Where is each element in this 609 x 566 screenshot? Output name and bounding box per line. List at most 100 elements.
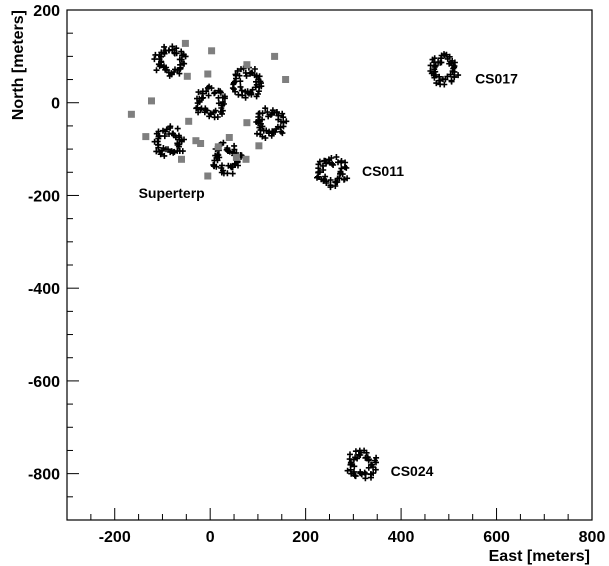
cross-point [214, 114, 221, 120]
cross-point [242, 94, 249, 101]
y-tick-label: -400 [28, 281, 60, 298]
square-point [204, 172, 212, 180]
cross-point [211, 90, 218, 97]
cross-point [262, 105, 269, 112]
cross-point [151, 56, 158, 63]
cross-point [279, 110, 286, 117]
cross-point [181, 60, 188, 67]
cross-point [352, 448, 359, 455]
cross-point [333, 154, 340, 160]
cross-point [354, 455, 361, 462]
cross-point [223, 146, 230, 153]
cross-point [455, 72, 462, 79]
square-point [127, 110, 135, 118]
cross-point [178, 48, 185, 55]
square-point [225, 134, 233, 141]
marks-layer [127, 39, 462, 482]
cross-point [444, 55, 451, 62]
cross-point [253, 81, 260, 88]
cross-point [352, 473, 359, 480]
cross-point [231, 142, 238, 149]
cross-point [237, 83, 244, 90]
square-point [204, 70, 212, 78]
cross-point [195, 109, 202, 116]
cross-point [158, 147, 165, 154]
cross-point [234, 67, 241, 74]
square-point [232, 153, 240, 161]
cross-point [322, 173, 329, 180]
cross-point [337, 170, 344, 177]
y-axis-title: North [meters] [10, 10, 27, 120]
square-point [197, 140, 205, 147]
cross-point [153, 67, 160, 74]
cross-point [265, 113, 272, 120]
square-point [243, 119, 251, 127]
cross-point [251, 66, 258, 72]
cross-point [211, 157, 218, 164]
cross-point [174, 140, 181, 147]
plot-frame [66, 9, 593, 521]
cross-point [451, 68, 458, 75]
y-tick-label: 0 [51, 96, 60, 113]
cross-point [249, 86, 256, 93]
cross-point [161, 43, 168, 50]
cross-point [447, 71, 454, 78]
cross-point [330, 162, 337, 168]
cross-point [242, 69, 249, 76]
cross-point [204, 84, 211, 91]
cross-point [344, 175, 351, 182]
y-tick-label: -200 [28, 188, 60, 205]
cross-point [224, 170, 231, 177]
square-point [183, 72, 191, 80]
station-superterp-station-1 [151, 43, 189, 79]
cross-point [237, 78, 244, 85]
cross-point [229, 85, 236, 92]
cross-point [325, 156, 332, 163]
station-superterp-station-5 [151, 123, 187, 159]
cross-point [213, 163, 220, 170]
station-superterp-station-4 [253, 105, 290, 141]
ticks-layer [66, 9, 593, 521]
y-tick-label: 200 [33, 3, 60, 20]
cross-point [193, 105, 200, 112]
cross-point [232, 88, 239, 95]
cross-point [344, 467, 351, 474]
square-point [243, 61, 251, 69]
cross-point [195, 89, 202, 96]
cross-point [450, 65, 457, 72]
x-tick-label: 800 [579, 529, 606, 546]
station-CS017 [427, 51, 462, 88]
cross-point [326, 159, 333, 166]
cross-point [176, 70, 183, 77]
cross-point [248, 90, 255, 97]
cross-point [269, 107, 276, 114]
cross-point [427, 62, 434, 69]
cross-point [178, 137, 185, 144]
square-point [178, 155, 185, 163]
cross-point [259, 123, 266, 130]
cross-point [238, 66, 244, 73]
cross-point [323, 180, 330, 186]
cross-point [351, 463, 358, 470]
cross-point [167, 123, 174, 130]
cross-point [204, 107, 211, 114]
cross-point [314, 174, 320, 181]
square-point [142, 133, 150, 141]
cross-point [177, 61, 184, 68]
cross-point [327, 177, 334, 183]
y-tick-label: -600 [28, 374, 60, 391]
cross-point [448, 77, 455, 84]
cross-point [161, 133, 168, 140]
cross-point [368, 461, 374, 468]
x-tick-label: -200 [99, 529, 131, 546]
cross-point [207, 111, 214, 118]
cross-point [253, 119, 260, 125]
cross-point [179, 148, 186, 155]
cross-point [431, 74, 438, 81]
square-point [185, 117, 193, 125]
cross-point [229, 170, 236, 177]
cross-point [259, 133, 266, 140]
square-point [214, 143, 222, 151]
cross-point [221, 93, 228, 100]
